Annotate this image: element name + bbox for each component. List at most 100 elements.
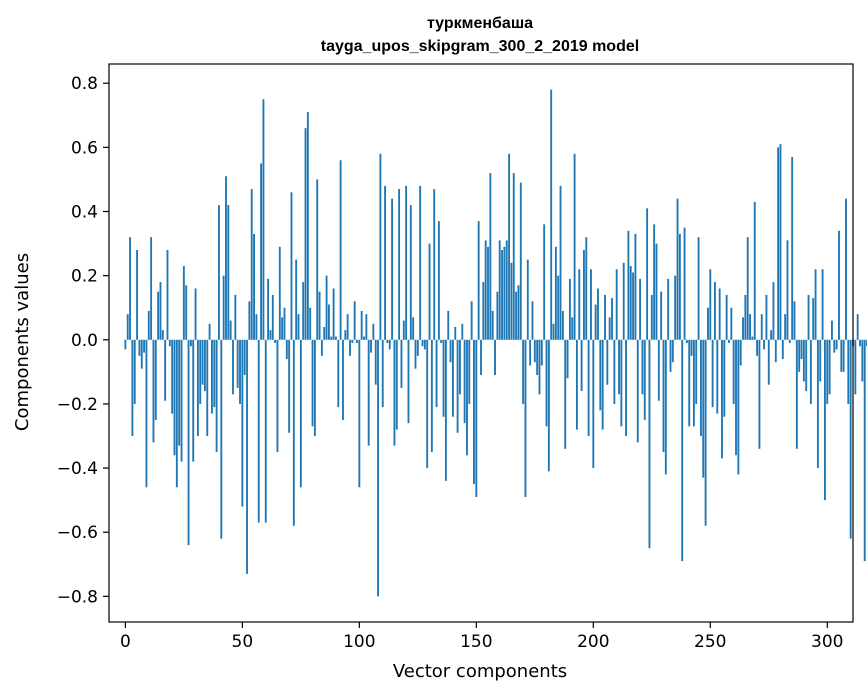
bar	[342, 339, 344, 420]
bar	[337, 339, 340, 408]
bar	[585, 237, 588, 340]
bar	[587, 339, 590, 436]
bar	[690, 339, 693, 356]
x-axis-ticks: 0 50 100 150 200 250 300	[120, 622, 843, 652]
bar	[725, 294, 728, 340]
bar	[218, 205, 220, 340]
bar	[702, 339, 705, 478]
bar	[781, 339, 784, 360]
bar	[510, 262, 513, 340]
bar	[676, 198, 679, 340]
bar	[667, 278, 670, 340]
bar	[707, 307, 709, 340]
bar	[173, 339, 176, 456]
bar	[592, 339, 595, 469]
bar	[683, 227, 686, 340]
bar	[639, 278, 642, 340]
bar	[695, 339, 698, 404]
bar	[477, 221, 480, 340]
bar	[437, 221, 440, 340]
bar	[557, 275, 560, 340]
bar	[531, 301, 534, 340]
bar	[716, 339, 719, 414]
bar	[346, 314, 349, 340]
bar	[426, 339, 429, 469]
bar	[625, 339, 627, 436]
bar	[583, 250, 585, 340]
bar	[641, 339, 644, 395]
bar	[545, 339, 548, 427]
y-tick-label: 0.0	[71, 331, 98, 351]
bar	[505, 240, 508, 340]
bar	[185, 285, 188, 340]
bar	[760, 314, 763, 340]
bar	[398, 189, 401, 340]
bar	[580, 339, 583, 392]
bar	[685, 339, 688, 343]
bar	[318, 291, 321, 340]
bar	[669, 339, 672, 372]
bar	[597, 288, 599, 340]
bar	[377, 339, 379, 597]
bar	[468, 339, 471, 404]
bar	[234, 294, 237, 340]
bar	[765, 294, 768, 340]
bar	[456, 339, 459, 433]
bar	[634, 233, 637, 340]
bar	[475, 339, 478, 497]
bar	[739, 339, 742, 366]
bar	[178, 339, 181, 446]
bar	[594, 304, 597, 340]
bar	[660, 291, 663, 340]
bar	[187, 339, 190, 546]
bar	[260, 163, 263, 340]
bar	[381, 339, 384, 408]
bar	[814, 269, 817, 340]
bar	[332, 288, 335, 340]
bar	[802, 339, 805, 382]
bar	[409, 205, 412, 340]
bar	[297, 314, 300, 340]
bar	[688, 339, 691, 427]
bar	[573, 153, 576, 340]
bar	[285, 339, 288, 360]
bar	[608, 317, 611, 340]
bar	[807, 294, 810, 340]
bar	[449, 339, 452, 363]
bar	[664, 339, 667, 475]
bar	[571, 317, 574, 340]
bar	[501, 250, 503, 340]
bar	[358, 339, 361, 488]
bar	[611, 298, 613, 340]
bar	[646, 208, 649, 340]
bar	[239, 339, 241, 404]
bar	[508, 153, 511, 340]
bar	[189, 339, 192, 347]
bar	[540, 339, 543, 366]
bar	[353, 301, 356, 340]
bar	[278, 246, 281, 340]
bar	[323, 326, 326, 340]
bar	[147, 310, 150, 340]
bar	[800, 339, 803, 360]
bar	[225, 176, 227, 340]
bar	[264, 339, 267, 523]
bar	[433, 189, 436, 340]
bar	[367, 339, 370, 446]
bar	[459, 339, 461, 395]
bar	[566, 339, 569, 379]
bar	[838, 230, 840, 340]
bar	[133, 339, 136, 404]
bar	[798, 339, 801, 372]
bar	[526, 259, 529, 340]
y-tick-label: −0.4	[57, 459, 98, 479]
bar	[699, 339, 702, 436]
bar	[559, 185, 562, 340]
y-tick-label: 0.4	[71, 203, 98, 223]
bar	[517, 285, 520, 340]
bar	[643, 339, 646, 420]
bar	[222, 275, 225, 340]
bar	[262, 99, 265, 340]
bar	[484, 240, 487, 340]
bar	[447, 310, 450, 340]
